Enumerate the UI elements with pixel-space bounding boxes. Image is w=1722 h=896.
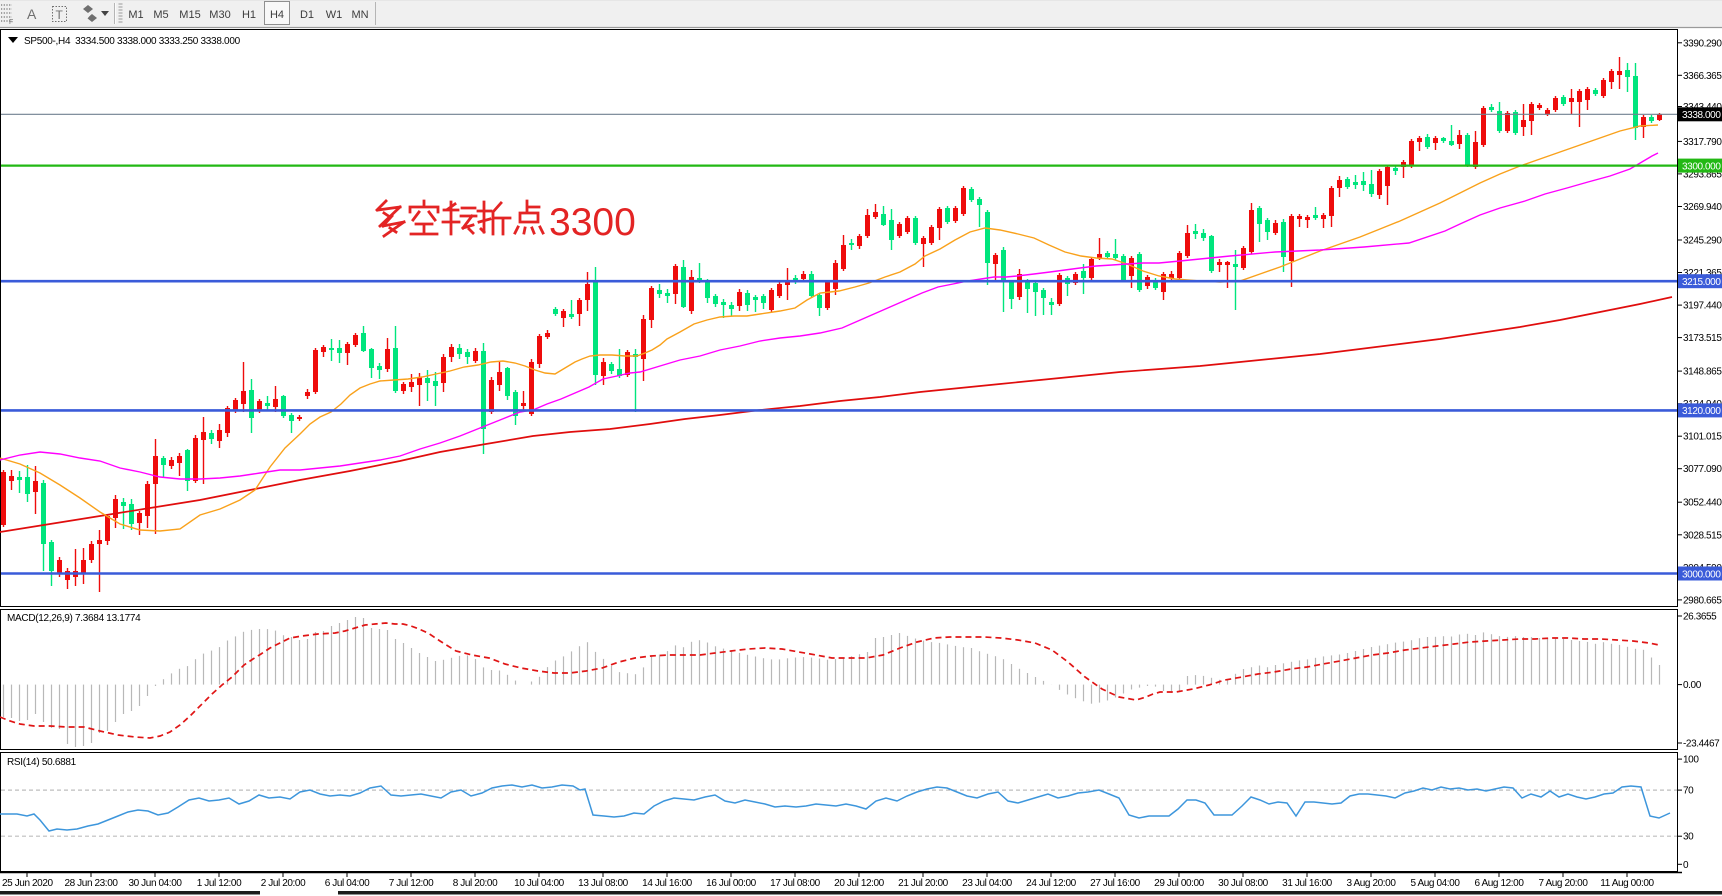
svg-text:3052.440: 3052.440	[1683, 498, 1722, 509]
svg-text:100: 100	[1683, 755, 1699, 766]
svg-text:3390.290: 3390.290	[1683, 38, 1722, 49]
svg-text:3317.790: 3317.790	[1683, 137, 1722, 148]
svg-text:M1: M1	[128, 9, 143, 21]
svg-text:5 Aug 04:00: 5 Aug 04:00	[1411, 878, 1461, 889]
svg-text:H4: H4	[270, 9, 284, 21]
svg-text:2 Jul 20:00: 2 Jul 20:00	[261, 878, 306, 889]
svg-text:16 Jul 00:00: 16 Jul 00:00	[706, 878, 757, 889]
svg-text:SP500-,H4 3334.500 3338.000 3: SP500-,H4 3334.500 3338.000 3333.250 333…	[24, 36, 241, 47]
svg-text:3269.940: 3269.940	[1683, 202, 1722, 213]
svg-text:0: 0	[1683, 860, 1689, 871]
svg-text:7 Aug 20:00: 7 Aug 20:00	[1539, 878, 1589, 889]
svg-text:70: 70	[1683, 786, 1694, 797]
svg-text:3077.090: 3077.090	[1683, 464, 1722, 475]
svg-text:3293.865: 3293.865	[1683, 169, 1722, 180]
svg-text:M5: M5	[153, 9, 168, 21]
svg-text:3028.515: 3028.515	[1683, 530, 1722, 541]
svg-text:RSI(14) 50.6881: RSI(14) 50.6881	[7, 757, 77, 768]
svg-text:30: 30	[1683, 832, 1694, 843]
svg-text:3366.365: 3366.365	[1683, 71, 1722, 82]
svg-text:3300: 3300	[549, 201, 636, 244]
svg-text:10 Jul 04:00: 10 Jul 04:00	[514, 878, 565, 889]
svg-text:3120.000: 3120.000	[1682, 406, 1721, 417]
svg-text:-23.4467: -23.4467	[1683, 739, 1720, 750]
svg-text:3221.365: 3221.365	[1683, 268, 1722, 279]
svg-text:M15: M15	[179, 9, 200, 21]
svg-text:H1: H1	[242, 9, 256, 21]
svg-text:29 Jul 00:00: 29 Jul 00:00	[1154, 878, 1205, 889]
svg-text:3148.865: 3148.865	[1683, 367, 1722, 378]
svg-text:3245.290: 3245.290	[1683, 236, 1722, 247]
svg-text:11 Aug 00:00: 11 Aug 00:00	[1600, 878, 1654, 889]
svg-text:7 Jul 12:00: 7 Jul 12:00	[389, 878, 434, 889]
svg-text:28 Jun 23:00: 28 Jun 23:00	[64, 878, 118, 889]
svg-text:30 Jun 04:00: 30 Jun 04:00	[128, 878, 182, 889]
svg-text:F: F	[9, 19, 13, 26]
svg-text:20 Jul 12:00: 20 Jul 12:00	[834, 878, 885, 889]
svg-text:MACD(12,26,9) 7.3684 13.1774: MACD(12,26,9) 7.3684 13.1774	[7, 613, 141, 624]
svg-text:21 Jul 20:00: 21 Jul 20:00	[898, 878, 949, 889]
svg-text:3 Aug 20:00: 3 Aug 20:00	[1347, 878, 1397, 889]
svg-text:23 Jul 04:00: 23 Jul 04:00	[962, 878, 1013, 889]
svg-text:3173.515: 3173.515	[1683, 333, 1722, 344]
svg-text:27 Jul 16:00: 27 Jul 16:00	[1090, 878, 1141, 889]
svg-text:M30: M30	[209, 9, 230, 21]
svg-text:MN: MN	[351, 9, 368, 21]
svg-text:A: A	[27, 6, 37, 22]
svg-text:3215.000: 3215.000	[1682, 277, 1721, 288]
svg-text:13 Jul 08:00: 13 Jul 08:00	[578, 878, 629, 889]
svg-text:3101.015: 3101.015	[1683, 432, 1722, 443]
svg-text:D1: D1	[300, 9, 314, 21]
svg-text:25 Jun 2020: 25 Jun 2020	[2, 878, 53, 889]
svg-text:31 Jul 16:00: 31 Jul 16:00	[1282, 878, 1333, 889]
svg-text:1 Jul 12:00: 1 Jul 12:00	[197, 878, 242, 889]
svg-text:26.3655: 26.3655	[1683, 612, 1717, 623]
svg-text:0.00: 0.00	[1683, 680, 1702, 691]
svg-text:8 Jul 20:00: 8 Jul 20:00	[453, 878, 498, 889]
svg-text:14 Jul 16:00: 14 Jul 16:00	[642, 878, 693, 889]
svg-text:W1: W1	[326, 9, 343, 21]
svg-text:3000.000: 3000.000	[1682, 569, 1721, 580]
svg-text:3197.440: 3197.440	[1683, 301, 1722, 312]
svg-text:6 Aug 12:00: 6 Aug 12:00	[1475, 878, 1525, 889]
svg-text:17 Jul 08:00: 17 Jul 08:00	[770, 878, 821, 889]
svg-text:2980.665: 2980.665	[1683, 595, 1722, 606]
svg-text:6 Jul 04:00: 6 Jul 04:00	[325, 878, 370, 889]
svg-text:T: T	[56, 8, 64, 22]
svg-text:30 Jul 08:00: 30 Jul 08:00	[1218, 878, 1269, 889]
svg-text:3338.000: 3338.000	[1682, 110, 1721, 121]
svg-text:24 Jul 12:00: 24 Jul 12:00	[1026, 878, 1077, 889]
svg-text:3300.000: 3300.000	[1682, 161, 1721, 172]
